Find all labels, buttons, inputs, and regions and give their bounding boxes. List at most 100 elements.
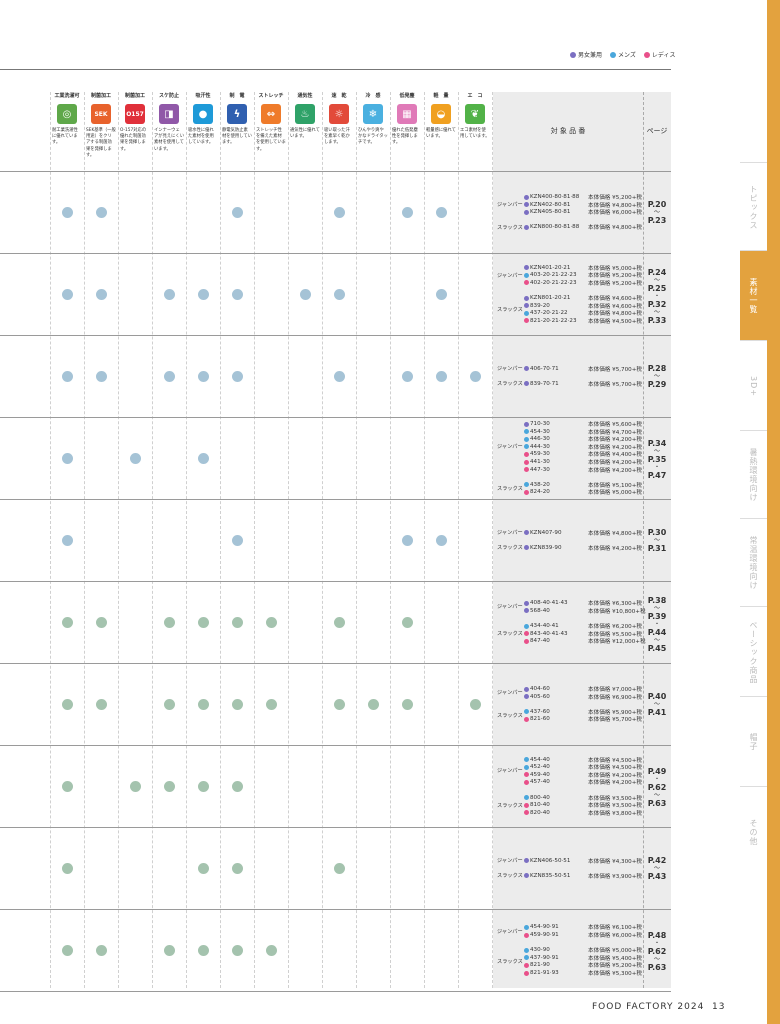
o157-icon: O157	[125, 104, 145, 124]
product-code: 810-40	[530, 802, 550, 809]
gender-dot	[524, 421, 529, 427]
product-price: 本体価格 ¥7,000+税	[588, 687, 643, 693]
product-price: 本体価格 ¥5,000+税	[588, 265, 643, 272]
product-code: 446-30	[530, 436, 550, 443]
feature-dot	[334, 289, 345, 300]
product-line: KZN839-90 本体価格 ¥4,200+税	[524, 544, 642, 552]
cool-icon: ❄	[363, 104, 383, 124]
page-reference-part: P.42	[647, 856, 667, 865]
page-reference-part: 〜	[653, 373, 660, 380]
row-divider	[0, 909, 671, 910]
eco-leaf-icon: ❦	[465, 104, 485, 124]
legend-dot	[643, 51, 650, 58]
product-price: 本体価格 ¥4,200+税	[588, 772, 643, 779]
product-line: KZN402-80·81 本体価格 ¥4,800+税	[524, 201, 642, 209]
product-code: 437-20·21·22	[530, 310, 568, 317]
gender-dot	[524, 444, 529, 450]
sidebar-tab[interactable]: 3D+	[740, 340, 767, 431]
row-divider	[0, 335, 671, 336]
feature-column: 通気性 ♨ 通気性に優れています。	[288, 92, 322, 140]
page-reference-part: 〜	[653, 956, 660, 963]
product-code: 459-40	[530, 771, 550, 778]
product-price: 本体価格 ¥4,800+税	[588, 530, 643, 537]
product-code: 437-90·91	[530, 954, 559, 961]
sidebar-tab[interactable]: ベーシック商品	[740, 606, 767, 697]
page-reference-part: P.32	[647, 300, 667, 309]
feature-title: 制菌加工	[124, 93, 145, 99]
feature-title: 冷 感	[365, 93, 381, 99]
product-line: 800-40 本体価格 ¥3,500+税	[524, 794, 642, 802]
gender-dot	[524, 955, 529, 961]
page-reference-part: P.20	[647, 200, 667, 209]
sidebar-tab[interactable]: 暑熱環境向け	[740, 430, 767, 519]
feature-description: 耐工業洗濯性に優れています。	[52, 128, 78, 146]
sidebar-tab[interactable]: その他	[740, 786, 767, 877]
feature-description: 吸い取った汗を素早く乾かします。	[324, 128, 350, 146]
feature-title: 速 乾	[331, 93, 347, 99]
feature-dot	[334, 617, 345, 628]
product-code: 441-30	[530, 459, 550, 465]
sidebar-tab[interactable]: 素材一覧	[740, 250, 767, 341]
product-code: 710-30	[530, 421, 550, 427]
gender-dot	[524, 224, 529, 230]
product-price: 本体価格 ¥5,700+税	[588, 381, 643, 388]
feature-column: 低発塵 ▦ 優れた低発塵性を発揮します。	[390, 92, 424, 147]
product-price: 本体価格 ¥4,500+税	[588, 765, 643, 772]
feature-dot	[62, 535, 73, 546]
sidebar-tab[interactable]: トピックス	[740, 162, 767, 251]
page-reference-part: P.63	[647, 963, 667, 972]
legend-item: 男女兼用	[570, 50, 602, 59]
feature-dot	[198, 289, 209, 300]
feature-description: 吸水性に優れた素材を使用しています。	[188, 128, 214, 146]
product-column-background	[493, 92, 671, 988]
feature-dot	[62, 863, 73, 874]
feature-dot	[402, 699, 413, 710]
feature-dot	[300, 289, 311, 300]
column-divider	[186, 92, 187, 988]
product-code: 843-40·41·43	[530, 630, 568, 637]
feature-dot	[62, 207, 73, 218]
page-reference-part: P.29	[647, 380, 667, 389]
row-divider	[0, 991, 671, 992]
feature-dot	[164, 371, 175, 382]
product-code: KZN406-50·51	[530, 857, 571, 864]
feature-title: 制 電	[229, 93, 245, 99]
gender-dot	[524, 545, 529, 551]
page-reference: P.42 〜 P.43	[643, 857, 671, 881]
feature-title: 低発塵	[399, 93, 415, 99]
gender-dot	[524, 932, 529, 938]
sidebar-tab[interactable]: 常温環境向け	[740, 518, 767, 607]
sidebar-tab[interactable]: 帽子	[740, 696, 767, 787]
top-rule	[0, 69, 671, 70]
feature-dot	[96, 699, 107, 710]
product-price: 本体価格 ¥5,700+税	[588, 366, 643, 373]
product-price: 本体価格 ¥12,000+税	[588, 639, 646, 646]
gender-dot	[524, 310, 529, 316]
see-through-icon: ◨	[159, 104, 179, 124]
feature-dot	[198, 617, 209, 628]
feature-column: 工業洗濯可 ◎ 耐工業洗濯性に優れています。	[50, 92, 84, 147]
gender-dot	[524, 716, 529, 722]
feature-column: 制 電 ϟ 静電気防止素材を使用しています。	[220, 92, 254, 147]
page-reference: P.48 ・ P.62 〜 P.63	[643, 932, 671, 972]
product-code: 438-20	[530, 481, 550, 488]
product-line: 847-40 本体価格 ¥12,000+税	[524, 637, 646, 645]
product-code: 452-40	[530, 764, 550, 771]
feature-dot	[266, 945, 277, 956]
gender-dot	[524, 810, 529, 816]
product-price: 本体価格 ¥4,300+税	[588, 858, 643, 865]
product-line: 839-20 本体価格 ¥4,600+税	[524, 302, 642, 310]
product-code: 800-40	[530, 794, 550, 801]
product-line: KZN405-80·81 本体価格 ¥6,000+税	[524, 208, 642, 216]
feature-title: 制菌加工	[90, 93, 111, 99]
product-line: KZN800-80·81·88 本体価格 ¥4,800+税	[524, 223, 642, 231]
product-code: KZN401-20·21	[530, 264, 571, 271]
legend-dot	[570, 51, 576, 58]
product-price: 本体価格 ¥6,000+税	[588, 210, 643, 217]
page-reference: P.34 〜 P.35 ・ P.47	[643, 440, 671, 480]
product-code: 454-90·91	[530, 924, 559, 931]
sidebar-tab-label: 3D+	[749, 375, 758, 397]
product-category: スラックス	[497, 306, 523, 313]
page-reference: P.49 ・ P.62 〜 P.63	[643, 768, 671, 808]
product-code: 839-70·71	[530, 380, 559, 387]
